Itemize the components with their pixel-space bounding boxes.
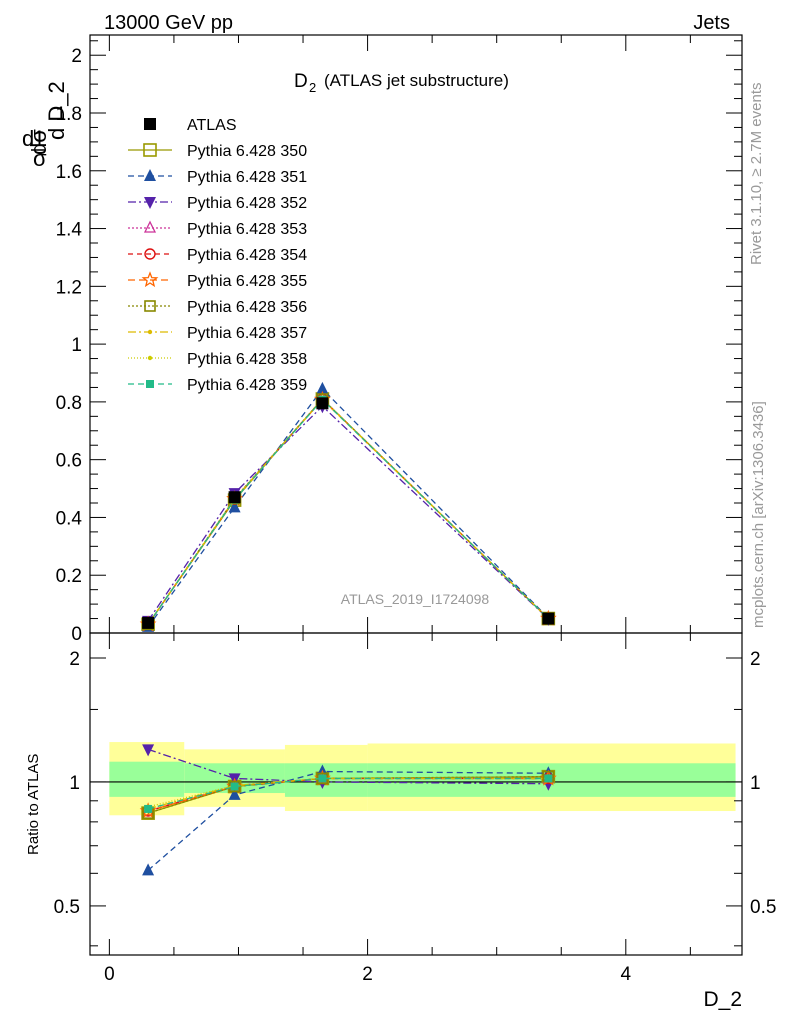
ratio-y-tick-label: 2: [69, 649, 80, 670]
main-y-tick-label: 0.6: [56, 451, 82, 472]
ratio-point: [228, 787, 241, 800]
ratio-inner-band: [109, 761, 185, 797]
mcplots-label: mcplots.cern.ch [arXiv:1306.3436]: [750, 401, 767, 628]
series-line: [147, 398, 549, 625]
legend-label: Pythia 6.428 356: [187, 299, 307, 316]
legend-marker: [144, 197, 156, 209]
main-series-group: [139, 381, 557, 632]
ratio-series-pythia-6-428-359: [144, 774, 553, 813]
main-y-tick-label: 1.6: [56, 162, 82, 183]
main-y-tick-label: 0: [71, 624, 82, 645]
ratio-line: [147, 777, 549, 810]
legend-entry: Pythia 6.428 357: [128, 325, 307, 342]
data-point: [228, 500, 241, 513]
x-tick-label: 4: [621, 964, 632, 985]
x-tick-label: 2: [362, 964, 373, 985]
main-axes: 0 0.2 0.4 0.6 0.8 1 1.2 1.4 1.6 1.8 2: [56, 35, 742, 645]
legend-label: Pythia 6.428 351: [187, 169, 307, 186]
ratio-axes: 0.5 0.5 1 1 2 2 0 2 4: [54, 633, 776, 985]
legend-entry: Pythia 6.428 354: [128, 247, 307, 264]
legend-entry: Pythia 6.428 352: [128, 195, 307, 212]
legend-label: Pythia 6.428 350: [187, 143, 307, 160]
rivet-version-label: Rivet 3.1.10, ≥ 2.7M events: [748, 83, 765, 266]
ratio-panel-frame: [89, 632, 743, 956]
ratio-y-tick-label-right: 0.5: [750, 897, 776, 918]
plot-title-rest: (ATLAS jet substructure): [324, 71, 509, 90]
legend-label: Pythia 6.428 354: [187, 247, 307, 264]
main-y-tick-label: 1.8: [56, 104, 82, 125]
ylabel-dsigma: dσ: [26, 129, 51, 155]
ratio-line: [147, 748, 549, 785]
data-point: [228, 491, 241, 504]
data-point: [542, 612, 555, 625]
legend-entry: ATLAS: [144, 117, 237, 134]
plot-title-sub: 2: [309, 80, 316, 95]
main-y-tick-label: 1: [71, 335, 82, 356]
ratio-y-tick-label: 0.5: [54, 897, 80, 918]
legend-marker: [147, 355, 153, 361]
ylabel-one: 1: [33, 126, 45, 151]
series-line: [147, 405, 549, 622]
ratio-point: [144, 804, 153, 813]
main-y-tick-label: 0.8: [56, 393, 82, 414]
legend-entry: Pythia 6.428 355: [128, 271, 307, 290]
legend-label: Pythia 6.428 359: [187, 377, 307, 394]
legend-marker: [146, 380, 154, 388]
x-axis-label: D_2: [703, 988, 742, 1011]
ratio-series-group: [139, 744, 557, 876]
main-y-tick-label: 1.4: [56, 220, 83, 241]
ratio-y-tick-label-right: 1: [750, 773, 761, 794]
x-tick-label: 0: [104, 964, 115, 985]
legend-label: Pythia 6.428 355: [187, 273, 307, 290]
plot-title-main: D: [294, 71, 308, 92]
legend-label: ATLAS: [187, 117, 237, 134]
ratio-point: [142, 744, 155, 757]
legend-marker: [147, 329, 153, 335]
legend-label: Pythia 6.428 357: [187, 325, 307, 342]
legend-entry: Pythia 6.428 351: [128, 169, 307, 186]
legend-marker: [144, 118, 156, 130]
legend-marker: [144, 248, 156, 260]
ratio-point: [142, 863, 155, 876]
ratio-y-tick-label-right: 2: [750, 649, 761, 670]
legend-marker: [144, 300, 156, 312]
main-y-tick-label: 2: [71, 46, 82, 67]
legend-entry: Pythia 6.428 353: [128, 220, 307, 238]
ratio-ylabel: Ratio to ATLAS: [25, 754, 42, 855]
energy-label: 13000 GeV pp: [104, 12, 233, 34]
ratio-point: [230, 782, 239, 791]
main-ylabel: d 1 σ dσ d D_2: [22, 81, 69, 171]
process-label: Jets: [693, 12, 730, 34]
legend-entry: Pythia 6.428 359: [128, 377, 307, 394]
data-point: [142, 616, 155, 629]
main-y-tick-label: 0.4: [56, 508, 83, 529]
legend-marker: [143, 143, 157, 157]
ratio-line: [147, 770, 549, 871]
plot-title: D 2 (ATLAS jet substructure): [294, 71, 509, 95]
main-y-tick-label: 0.2: [56, 566, 82, 587]
legend-entry: Pythia 6.428 356: [128, 299, 307, 316]
ylabel-denominator: d D_2: [44, 81, 69, 140]
analysis-id: ATLAS_2019_I1724098: [341, 591, 490, 607]
ylabel-d: d: [22, 126, 34, 151]
legend-entry: Pythia 6.428 358: [128, 351, 307, 368]
ratio-point: [544, 774, 553, 783]
legend: ATLAS Pythia 6.428 350 Pythia 6.428 351 Pyt…: [128, 117, 307, 394]
ratio-point: [318, 774, 327, 783]
main-y-tick-label: 1.2: [56, 277, 82, 298]
legend-label: Pythia 6.428 358: [187, 351, 307, 368]
legend-marker: [141, 271, 159, 288]
ylabel-sigma: σ: [33, 146, 47, 171]
series-atlas: [142, 397, 555, 629]
legend-label: Pythia 6.428 352: [187, 195, 307, 212]
legend-label: Pythia 6.428 353: [187, 221, 307, 238]
ratio-y-tick-label: 1: [69, 773, 80, 794]
legend-marker: [143, 220, 157, 233]
data-point: [316, 381, 329, 394]
data-point: [316, 397, 329, 410]
ratio-line: [147, 776, 549, 814]
legend-entry: Pythia 6.428 350: [128, 143, 307, 160]
legend-marker: [144, 169, 156, 181]
